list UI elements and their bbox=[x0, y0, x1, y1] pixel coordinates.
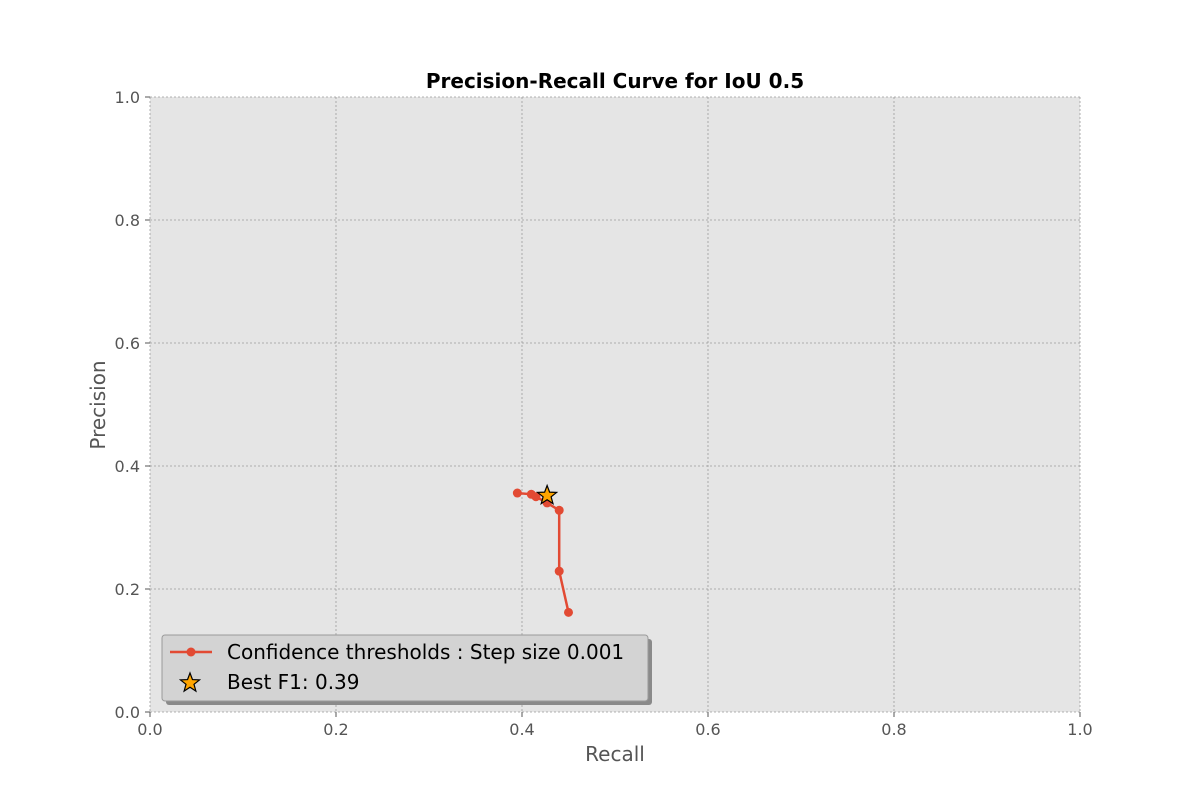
series-point bbox=[554, 505, 564, 515]
x-axis-ticks: 0.0 0.2 0.4 0.6 0.8 1.0 bbox=[137, 712, 1093, 739]
y-tick-label: 1.0 bbox=[115, 88, 140, 107]
legend: Confidence thresholds : Step size 0.001 … bbox=[161, 634, 652, 705]
y-tick-label: 0.0 bbox=[115, 703, 140, 722]
series-point bbox=[554, 566, 564, 576]
x-tick-label: 0.0 bbox=[137, 720, 162, 739]
series-point bbox=[531, 492, 541, 502]
x-tick-label: 0.2 bbox=[323, 720, 348, 739]
x-axis-label: Recall bbox=[585, 742, 645, 766]
y-tick-label: 0.2 bbox=[115, 580, 140, 599]
series-layer bbox=[512, 483, 573, 617]
y-tick-label: 0.4 bbox=[115, 457, 140, 476]
x-tick-label: 0.6 bbox=[695, 720, 720, 739]
y-tick-label: 0.6 bbox=[115, 334, 140, 353]
y-tick-label: 0.8 bbox=[115, 211, 140, 230]
chart-title: Precision-Recall Curve for IoU 0.5 bbox=[426, 69, 804, 93]
legend-box bbox=[161, 634, 649, 702]
y-axis-ticks: 0.0 0.2 0.4 0.6 0.8 1.0 bbox=[115, 88, 150, 722]
x-tick-label: 1.0 bbox=[1067, 720, 1092, 739]
plot-area bbox=[150, 97, 1080, 712]
series-point bbox=[512, 488, 522, 498]
legend-best-label: Best F1: 0.39 bbox=[227, 670, 360, 694]
x-tick-label: 0.8 bbox=[881, 720, 906, 739]
x-tick-label: 0.4 bbox=[509, 720, 534, 739]
legend-series-label: Confidence thresholds : Step size 0.001 bbox=[227, 640, 624, 664]
grid-lines bbox=[149, 96, 1081, 713]
legend-star-icon bbox=[178, 671, 202, 693]
y-axis-label: Precision bbox=[86, 360, 110, 449]
legend-series-marker bbox=[186, 647, 196, 657]
best-f1-star-marker bbox=[535, 483, 559, 505]
series-point bbox=[564, 607, 573, 617]
